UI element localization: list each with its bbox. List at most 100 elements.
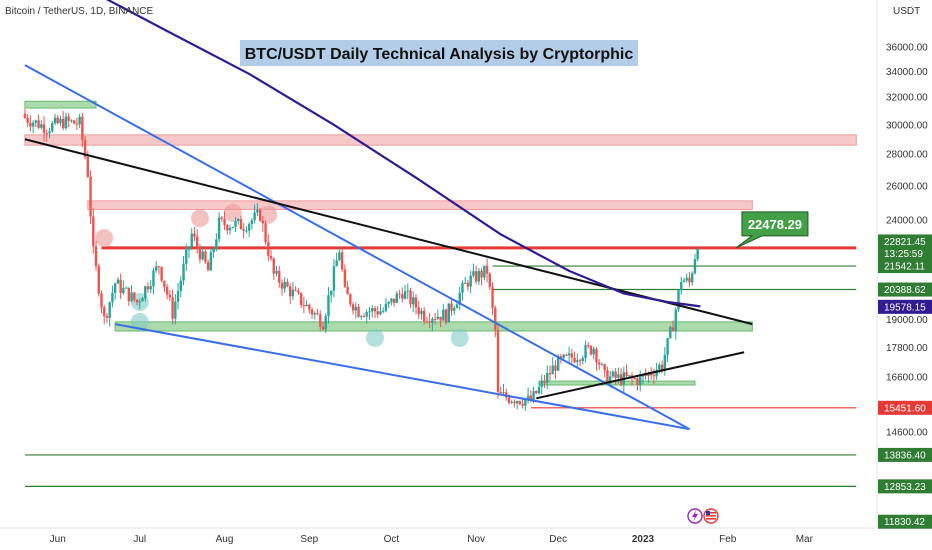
bar-countdown: 13:25:59	[884, 249, 923, 260]
price-badge-label: 20388.62	[884, 285, 926, 296]
candle	[431, 316, 434, 331]
price-badge-box	[878, 447, 932, 462]
candle-body	[420, 310, 423, 315]
candle	[217, 212, 221, 243]
candle-body	[578, 360, 582, 362]
candle-body	[286, 281, 289, 287]
candle	[119, 273, 122, 299]
candle	[474, 265, 478, 285]
callout-label: 22478.29	[748, 217, 802, 232]
candle-body	[250, 220, 254, 225]
candle-body	[239, 219, 243, 230]
trendline-2	[24, 138, 753, 326]
candle	[690, 271, 694, 286]
candle	[450, 298, 453, 316]
us-flag-icon[interactable]	[703, 508, 719, 524]
candle	[209, 247, 213, 271]
candle-body	[226, 225, 229, 231]
candle-body	[682, 280, 686, 283]
candle-body	[176, 291, 180, 302]
candle	[313, 311, 316, 320]
candle-body	[395, 293, 399, 303]
candle	[94, 240, 98, 271]
candle-body	[351, 304, 355, 311]
candle-body	[217, 217, 221, 240]
candle-body	[587, 345, 590, 347]
candle	[406, 283, 409, 300]
candle-body	[392, 298, 396, 303]
candle	[587, 342, 590, 349]
candle	[425, 316, 429, 324]
candle	[168, 290, 172, 301]
candle	[116, 277, 120, 284]
candle-body	[559, 356, 563, 358]
candle	[283, 277, 286, 294]
candle	[81, 112, 84, 148]
symbol-header: Bitcoin / TetherUS, 1D, BINANCE	[5, 6, 154, 17]
candle	[554, 360, 557, 380]
candle-body	[529, 395, 533, 401]
price-badge: 12853.23	[878, 479, 932, 494]
price-badge-box	[878, 514, 932, 529]
candle-body	[103, 307, 106, 317]
candle	[163, 280, 166, 293]
candle	[133, 291, 136, 303]
candle	[40, 120, 43, 130]
candle-body	[324, 315, 327, 330]
support-zone-3	[24, 100, 97, 109]
candle-body	[376, 311, 379, 315]
candle-body	[614, 371, 617, 378]
candle	[242, 223, 245, 239]
candle	[149, 279, 152, 294]
candle	[480, 268, 483, 286]
candle-body	[75, 123, 79, 125]
candle	[387, 300, 390, 308]
candle-body	[690, 273, 694, 283]
candle	[146, 282, 150, 293]
candle-body	[237, 219, 240, 222]
candle-body	[655, 369, 658, 377]
candle-body	[603, 364, 606, 371]
candle	[302, 296, 306, 314]
price-badge-label: 11830.42	[884, 517, 925, 528]
candle	[669, 325, 672, 340]
candle-body	[368, 311, 371, 313]
candle	[477, 267, 481, 285]
flash-icon[interactable]	[687, 508, 703, 524]
candle	[469, 270, 472, 294]
highlight-marker	[365, 328, 384, 347]
candle	[56, 114, 59, 125]
candle-body	[335, 260, 338, 267]
candle	[59, 115, 62, 127]
candle-body	[105, 316, 109, 318]
chart-title: BTC/USDT Daily Technical Analysis by Cry…	[245, 46, 634, 63]
candle	[677, 289, 680, 313]
candle-body	[360, 316, 363, 318]
candle	[392, 298, 396, 307]
price-badge-label: 15451.60	[884, 403, 926, 414]
candle-body	[477, 270, 481, 282]
candle	[223, 211, 226, 231]
price-badge-label: 19578.15	[884, 302, 926, 313]
candle	[346, 280, 349, 295]
candle-body	[291, 289, 295, 297]
candle	[324, 313, 327, 334]
candle	[141, 296, 144, 302]
candle-body	[264, 223, 267, 243]
candle-body	[261, 220, 265, 224]
candle	[152, 267, 155, 295]
candle	[401, 287, 404, 303]
candle	[338, 247, 341, 261]
candle	[368, 306, 371, 320]
moving-average-line	[105, 0, 701, 308]
candle-body	[658, 364, 661, 370]
highlight-marker	[95, 229, 114, 248]
candle	[231, 226, 234, 229]
candle	[72, 119, 76, 125]
candle-body	[53, 117, 57, 124]
candle	[291, 281, 295, 301]
candle-body	[565, 354, 568, 356]
candle-body	[390, 298, 393, 302]
candle-body	[649, 373, 653, 376]
